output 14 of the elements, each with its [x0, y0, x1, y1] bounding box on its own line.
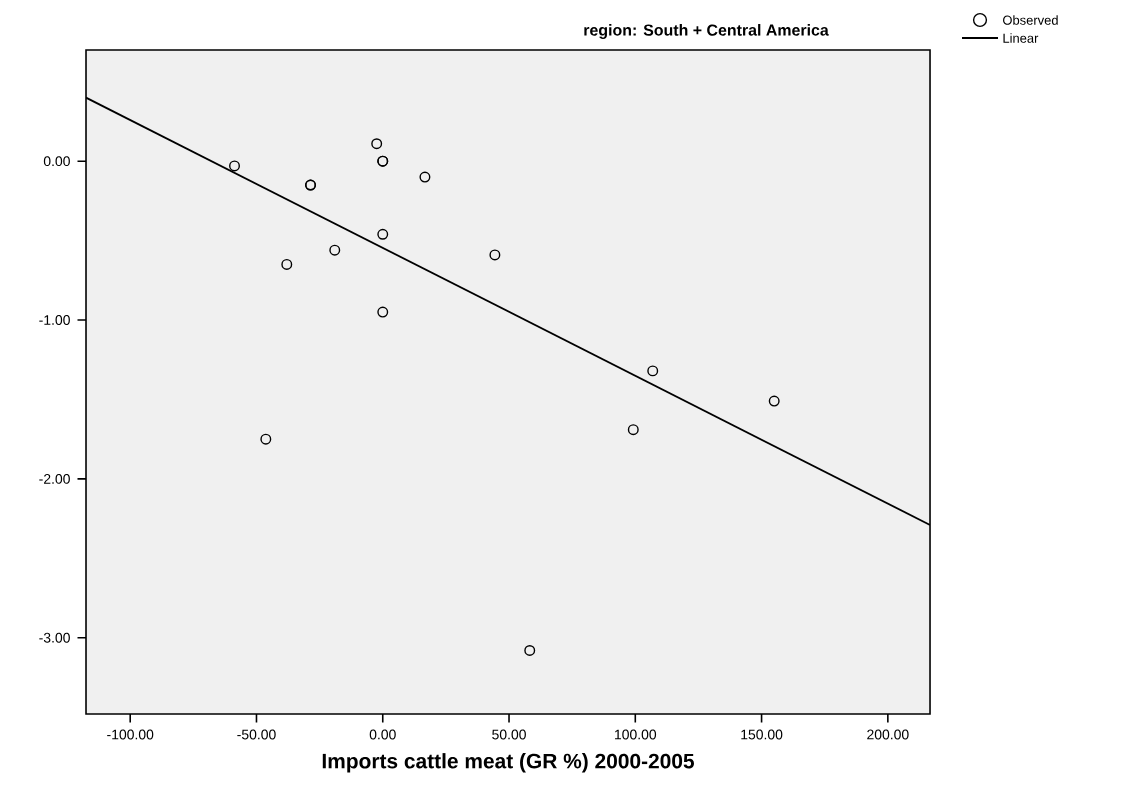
point — [524, 644, 536, 656]
x-axis-title: Imports cattle meat (GR %) 2000-2005 — [322, 753, 694, 773]
point — [377, 228, 389, 240]
point — [329, 244, 341, 256]
point — [627, 424, 639, 436]
point — [419, 171, 431, 183]
point — [768, 395, 780, 407]
point — [260, 433, 272, 445]
point — [281, 258, 293, 270]
point — [489, 249, 501, 261]
point — [377, 306, 389, 318]
point — [371, 138, 383, 150]
point — [647, 365, 659, 377]
point — [229, 160, 240, 172]
